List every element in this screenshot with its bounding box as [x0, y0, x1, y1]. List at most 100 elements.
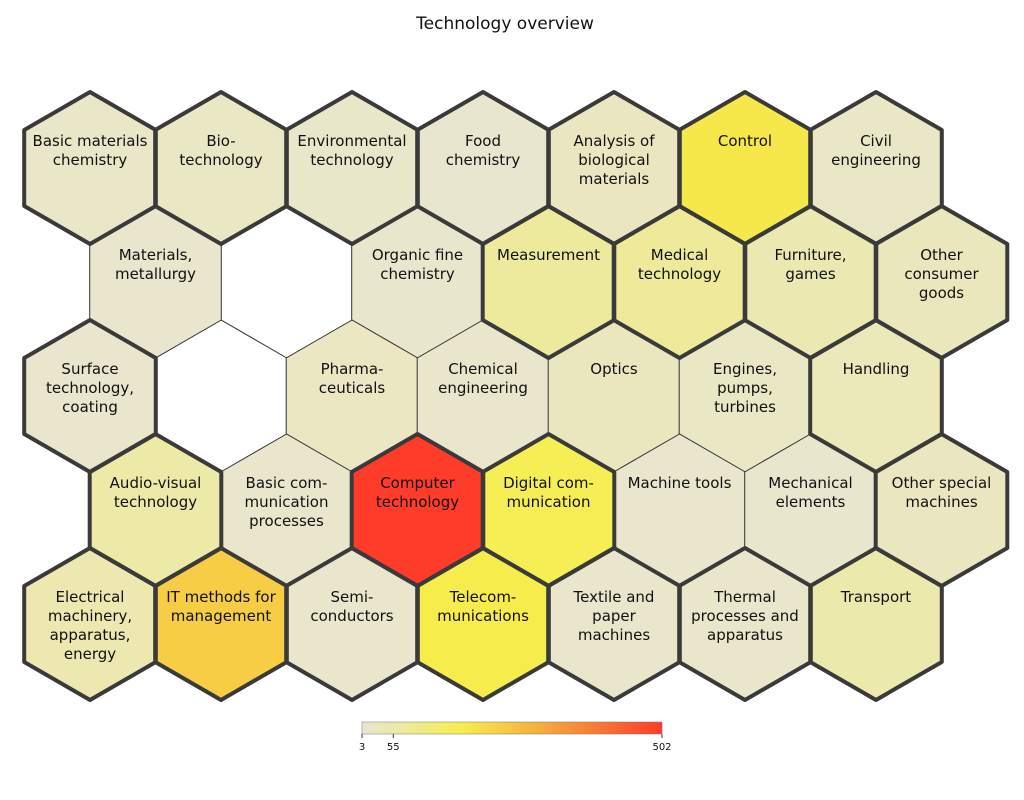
- hex-label-computer-technology: Computer technology: [376, 474, 459, 511]
- hex-label-line: materials: [579, 170, 650, 188]
- hex-label-line: Electrical: [56, 588, 125, 606]
- hex-label-textile-and-paper-machines: Textile and paper machines: [573, 588, 655, 644]
- hex-label-line: elements: [776, 493, 846, 511]
- hex-label-line: machines: [905, 493, 977, 511]
- hex-label-organic-fine-chemistry: Organic fine chemistry: [372, 246, 463, 283]
- hex-label-line: energy: [64, 645, 116, 663]
- hex-label-line: Basic materials: [33, 132, 148, 150]
- hex-label-line: metallurgy: [115, 265, 196, 283]
- hex-label-electrical-machinery-apparatus-energy: Electrical machinery, apparatus, energy: [48, 588, 132, 663]
- hex-label-line: technology: [310, 151, 393, 169]
- chart-title: Technology overview: [415, 14, 594, 34]
- hex-label-line: Thermal: [713, 588, 776, 606]
- hex-label-control: Control: [718, 132, 772, 150]
- hex-label-line: Analysis of: [573, 132, 655, 150]
- colorbar-gradient: [361, 721, 663, 735]
- hex-label-line: technology: [114, 493, 197, 511]
- hex-label-line: Basic com-: [246, 474, 328, 492]
- colorbar: 3 55 502: [359, 721, 672, 753]
- hex-label-other-special-machines: Other special machines: [892, 474, 992, 511]
- hex-label-line: Medical: [651, 246, 708, 264]
- hex-label-mechanical-elements: Mechanical elements: [768, 474, 852, 511]
- hex-label-line: conductors: [310, 607, 393, 625]
- colorbar-tick-label: 55: [387, 742, 400, 753]
- hex-label-handling: Handling: [843, 360, 910, 378]
- hex-label-line: Bio-: [206, 132, 235, 150]
- hex-label-line: munication: [507, 493, 591, 511]
- hex-label-line: machinery,: [48, 607, 132, 625]
- hex-label-environmental-technology: Environmental technology: [297, 132, 406, 169]
- hex-label-line: Civil: [860, 132, 892, 150]
- hex-label-line: pumps,: [717, 379, 773, 397]
- hex-label-optics: Optics: [590, 360, 638, 378]
- hex-label-line: Surface: [61, 360, 118, 378]
- hex-label-line: Food: [465, 132, 501, 150]
- hex-label-line: Textile and: [573, 588, 655, 606]
- hex-label-materials-metallurgy: Materials, metallurgy: [115, 246, 196, 283]
- hex-label-semi-conductors: Semi-conductors: [310, 588, 393, 625]
- hex-label-basic-materials-chemistry: Basic materials chemistry: [33, 132, 148, 169]
- hex-label-line: goods: [919, 284, 964, 302]
- hex-label-engines-pumps-turbines: Engines, pumps, turbines: [713, 360, 777, 416]
- hex-label-line: paper: [592, 607, 636, 625]
- hex-label-line: consumer: [904, 265, 979, 283]
- hex-label-line: Organic fine: [372, 246, 463, 264]
- hex-label-line: Chemical: [448, 360, 518, 378]
- hex-label-line: IT methods for: [166, 588, 276, 606]
- hex-grid: Basic materials chemistryBio-technologyEn…: [22, 90, 1010, 702]
- hex-label-civil-engineering: Civil engineering: [831, 132, 921, 169]
- colorbar-tick-label: 502: [652, 742, 671, 753]
- colorbar-ticks: 3 55 502: [359, 734, 672, 753]
- hex-label-line: Other special: [892, 474, 992, 492]
- hex-label-pharma-ceuticals: Pharma-ceuticals: [319, 360, 386, 397]
- hex-label-line: processes and: [691, 607, 799, 625]
- hex-label-line: Mechanical: [768, 474, 852, 492]
- hex-label-line: technology: [376, 493, 459, 511]
- hex-label-line: management: [171, 607, 272, 625]
- hex-label-line: Semi-: [331, 588, 374, 606]
- hex-label-chemical-engineering: Chemical engineering: [438, 360, 528, 397]
- hex-label-line: chemistry: [446, 151, 521, 169]
- hex-label-line: processes: [249, 512, 324, 530]
- hex-label-line: chemistry: [380, 265, 455, 283]
- hex-label-line: apparatus: [707, 626, 783, 644]
- hex-label-basic-com-munication-processes: Basic com-munication processes: [245, 474, 329, 530]
- hex-label-line: Pharma-: [321, 360, 384, 378]
- hex-label-line: engineering: [831, 151, 921, 169]
- hex-label-line: Audio-visual: [110, 474, 202, 492]
- hex-label-line: Materials,: [119, 246, 193, 264]
- hex-label-digital-com-munication: Digital com-munication: [503, 474, 594, 511]
- hex-label-line: Environmental: [297, 132, 406, 150]
- hex-label-bio-technology: Bio-technology: [179, 132, 262, 169]
- hex-label-line: Digital com-: [503, 474, 594, 492]
- hex-label-line: coating: [62, 398, 118, 416]
- hex-label-line: games: [785, 265, 836, 283]
- hex-label-line: apparatus,: [50, 626, 131, 644]
- hex-label-line: ceuticals: [319, 379, 386, 397]
- hex-label-other-consumer-goods: Other consumer goods: [904, 246, 979, 302]
- hex-label-telecom-munications: Telecom-munications: [437, 588, 529, 625]
- hex-label-medical-technology: Medical technology: [638, 246, 721, 283]
- hex-label-line: Optics: [590, 360, 638, 378]
- hex-label-machine-tools: Machine tools: [628, 474, 732, 492]
- hex-label-line: Measurement: [497, 246, 600, 264]
- hex-label-line: technology,: [46, 379, 134, 397]
- hex-label-line: Handling: [843, 360, 910, 378]
- hex-label-surface-technology-coating: Surface technology, coating: [46, 360, 134, 416]
- hex-label-line: Computer: [380, 474, 455, 492]
- hex-label-line: machines: [578, 626, 650, 644]
- hex-label-line: Other: [920, 246, 963, 264]
- hex-label-line: turbines: [714, 398, 776, 416]
- hex-label-line: munication: [245, 493, 329, 511]
- hex-label-measurement: Measurement: [497, 246, 600, 264]
- hex-label-transport: Transport: [840, 588, 912, 606]
- hex-label-line: chemistry: [53, 151, 128, 169]
- hex-label-furniture-games: Furniture, games: [774, 246, 846, 283]
- hex-label-line: Control: [718, 132, 772, 150]
- hex-label-line: munications: [437, 607, 529, 625]
- hex-label-line: Transport: [840, 588, 912, 606]
- hex-label-line: biological: [578, 151, 650, 169]
- colorbar-tick-label: 3: [359, 742, 365, 753]
- hex-label-line: Furniture,: [774, 246, 846, 264]
